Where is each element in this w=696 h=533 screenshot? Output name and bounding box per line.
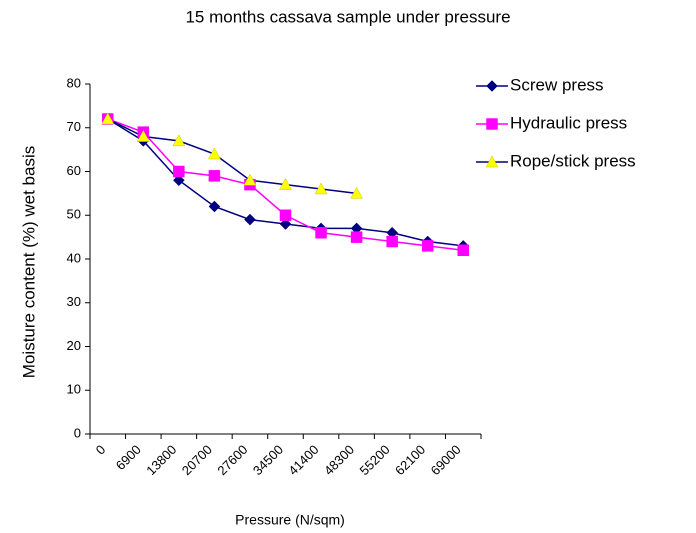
- y-tick-label: 60: [67, 163, 81, 178]
- data-point: [457, 244, 469, 256]
- x-tick-label: 48300: [321, 442, 357, 478]
- data-point: [243, 173, 257, 186]
- legend-label: Rope/stick press: [510, 151, 636, 170]
- chart-title: 15 months cassava sample under pressure: [185, 7, 510, 26]
- series-line: [107, 118, 357, 195]
- legend-marker: [486, 80, 498, 92]
- data-point: [244, 213, 256, 226]
- x-tick-label: 6900: [113, 442, 144, 473]
- x-tick-label: 69000: [428, 442, 464, 478]
- x-tick-label: 0: [93, 442, 109, 458]
- x-tick-label: 20700: [179, 442, 215, 478]
- legend-label: Screw press: [510, 75, 604, 94]
- data-point: [173, 165, 185, 178]
- data-point: [315, 227, 327, 239]
- data-point: [208, 170, 221, 182]
- legend-marker: [486, 118, 498, 130]
- data-point: [279, 178, 292, 190]
- y-tick-label: 0: [74, 425, 81, 440]
- x-tick-label: 55200: [357, 442, 393, 478]
- data-point: [136, 129, 150, 142]
- x-tick-label: 41400: [285, 442, 321, 478]
- legend-marker: [485, 155, 499, 168]
- y-tick-label: 80: [67, 75, 81, 90]
- data-point: [350, 186, 364, 199]
- data-point: [314, 182, 328, 195]
- legend-label: Hydraulic press: [510, 113, 627, 132]
- data-point: [173, 174, 185, 187]
- data-point: [208, 200, 221, 213]
- data-point: [350, 231, 363, 243]
- x-tick-label: 13800: [143, 442, 179, 478]
- x-tick-label: 62100: [392, 442, 428, 478]
- data-point: [172, 134, 186, 147]
- y-tick-label: 30: [67, 294, 81, 309]
- y-tick-label: 10: [67, 382, 81, 397]
- data-point: [279, 218, 292, 230]
- y-tick-label: 50: [67, 207, 81, 222]
- data-point: [386, 235, 398, 248]
- x-axis-label: Pressure (N/sqm): [235, 512, 345, 528]
- y-tick-label: 20: [67, 338, 81, 353]
- x-tick-label: 27600: [214, 442, 250, 478]
- y-axis-label: Moisture content (%) wet basis: [19, 146, 38, 378]
- x-tick-label: 34500: [250, 442, 286, 478]
- data-point: [207, 147, 221, 160]
- y-tick-label: 70: [67, 119, 81, 134]
- data-point: [101, 112, 115, 125]
- data-point: [421, 240, 434, 252]
- y-tick-label: 40: [67, 250, 81, 265]
- data-point: [279, 209, 292, 221]
